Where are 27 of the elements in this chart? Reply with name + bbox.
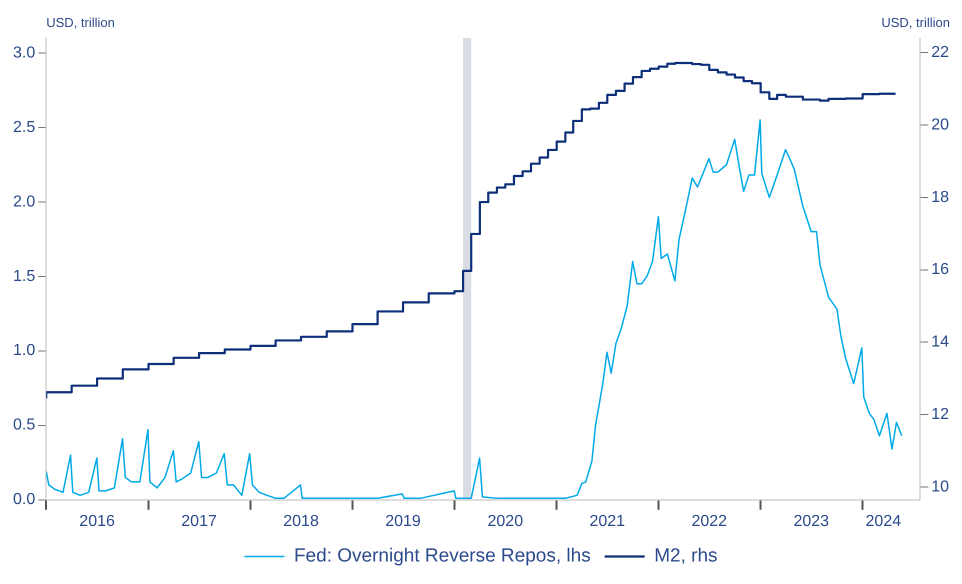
x-tick-label: 2018 (283, 512, 319, 530)
y-axis-title: USD, trillion (46, 15, 115, 30)
legend-label: M2, rhs (654, 546, 718, 567)
y2-tick-label: 14 (931, 334, 950, 351)
y2-tick-label: 18 (931, 188, 950, 206)
x-tick-label: 2021 (589, 512, 626, 530)
y-tick-label: 2.0 (12, 193, 36, 210)
y2-axis-title: USD, trillion (881, 15, 950, 30)
y-tick-label: 1.5 (12, 268, 36, 285)
x-tick-label: 2023 (793, 512, 830, 530)
y2-tick-label: 16 (931, 261, 950, 278)
y2-tick-label: 22 (931, 44, 950, 61)
x-tick-label: 2019 (385, 512, 421, 530)
x-tick-label: 2016 (79, 512, 115, 530)
legend-label: Fed: Overnight Reverse Repos, lhs (294, 546, 591, 567)
y-tick-label: 1.0 (12, 342, 36, 360)
y-tick-label: 0.0 (12, 491, 36, 508)
y2-tick-label: 20 (931, 116, 950, 134)
x-tick-label: 2022 (691, 512, 728, 530)
y-tick-label: 3.0 (12, 44, 36, 62)
y-tick-label: 0.5 (12, 416, 36, 434)
x-tick-label: 2017 (181, 512, 217, 530)
x-tick-label: 2024 (866, 512, 902, 530)
y-tick-label: 2.5 (12, 118, 36, 136)
y2-tick-label: 12 (931, 406, 950, 424)
y2-tick-label: 10 (931, 478, 950, 496)
x-tick-label: 2020 (488, 512, 524, 530)
